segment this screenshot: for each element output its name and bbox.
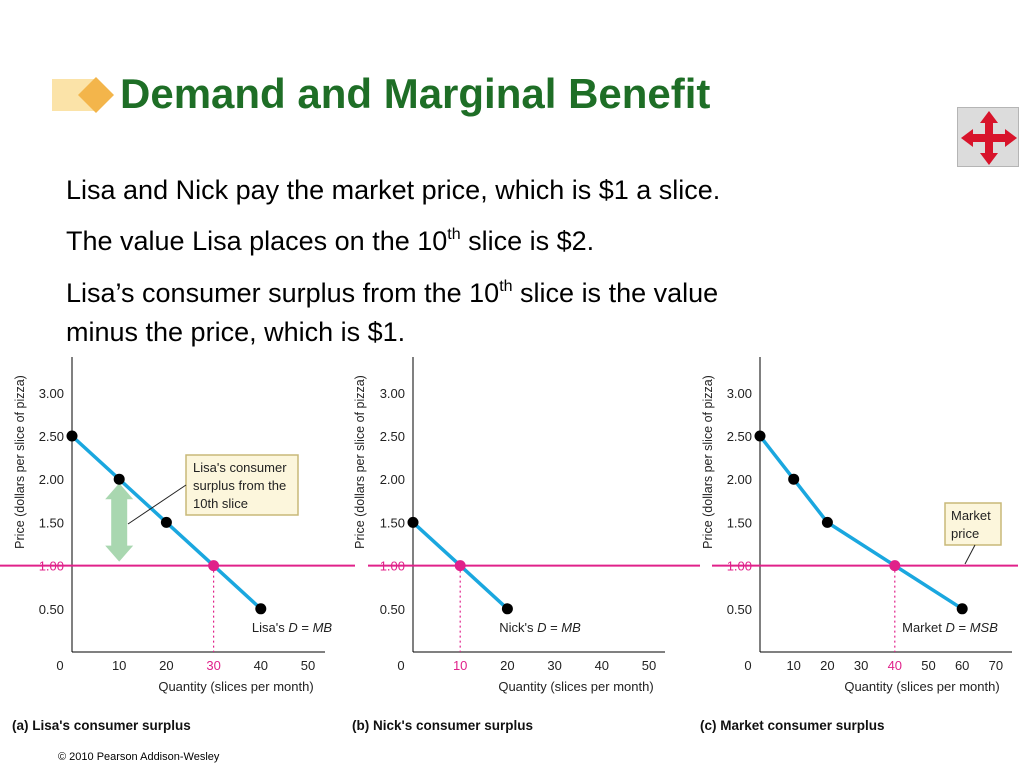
x-tick-label: 20 [500,658,514,673]
y-tick-label: 2.50 [39,429,64,444]
chart-panel-1: 3.002.502.001.501.000.500 10 20 30 40 50Price… [0,357,355,733]
y-tick-label: 0.50 [39,602,64,617]
bullet-surplus-10th: Lisa’s consumer surplus from the 10th sl… [66,275,718,316]
callout-text: price [951,526,979,541]
callout-text: 10th slice [193,496,248,511]
panel-label: (b) Nick's consumer surplus [352,718,533,733]
slide-title: Demand and Marginal Benefit [120,70,711,117]
bullet-text: minus the price, which is $1. [66,317,406,347]
equilibrium-point [208,560,220,572]
surplus-double-arrow [105,483,134,562]
demand-point [255,603,267,615]
demand-point [113,473,125,485]
chart-panel-3: 3.002.502.001.501.000.500 10 20 30 40 50 60 70P… [700,357,1018,733]
x-tick-label: 30 [206,658,220,673]
panel-label: (a) Lisa's consumer surplus [12,718,191,733]
panel-label: (c) Market consumer surplus [700,718,885,733]
callout-text: surplus from the [193,478,286,493]
demand-point [821,516,833,528]
y-tick-label: 2.00 [727,472,752,487]
x-tick-label: 50 [642,658,656,673]
equilibrium-point [454,560,466,572]
move-arrows-icon [961,111,1017,165]
demand-curve-label: Market D = MSB [902,620,998,635]
bullet-text: slice is $2. [460,226,595,256]
y-axis-label: Price (dollars per slice of pizza) [13,375,27,549]
x-tick-label: 70 [989,658,1003,673]
y-axis-label: Price (dollars per slice of pizza) [353,375,367,549]
bullet-superscript: th [447,226,461,243]
demand-point [407,516,419,528]
callout-text: Market [951,508,991,523]
x-tick-label: 0 [397,658,404,673]
bullet-text: The value Lisa places on the 10 [66,226,448,256]
callout-box [185,454,299,516]
x-axis-label: Quantity (slices per month) [158,679,313,694]
callout-leader [127,484,187,525]
y-tick-label: 3.00 [39,386,64,401]
bullet-text: Lisa’s consumer surplus from the 10 [66,278,500,308]
bullet-text: slice is the value [512,278,719,308]
x-tick-label: 30 [547,658,561,673]
bullet-surplus-continuation: minus the price, which is $1. [66,314,405,350]
bullet-superscript: th [499,278,513,295]
x-tick-label: 10 [453,658,467,673]
y-tick-label: 2.50 [380,429,405,444]
x-axis-label: Quantity (slices per month) [498,679,653,694]
x-tick-label: 20 [159,658,173,673]
bullet-text: Lisa and Nick pay the market price, whic… [66,175,721,205]
x-axis-label: Quantity (slices per month) [844,679,999,694]
x-tick-label: 50 [921,658,935,673]
bullet-market-price: Lisa and Nick pay the market price, whic… [66,172,720,208]
demand-point [788,473,800,485]
demand-point [754,430,766,442]
x-tick-label: 30 [854,658,868,673]
demand-curve-label: Lisa's D = MB [252,620,333,635]
y-tick-label: 2.00 [39,472,64,487]
y-tick-label: 0.50 [380,602,405,617]
x-tick-label: 50 [301,658,315,673]
y-tick-label: 1.50 [380,515,405,530]
demand-point [956,603,968,615]
x-tick-label: 10 [786,658,800,673]
demand-point [66,430,78,442]
demand-point [160,516,172,528]
y-tick-label: 3.00 [380,386,405,401]
y-tick-label: 0.50 [727,602,752,617]
copyright-footer: © 2010 Pearson Addison-Wesley [58,751,220,763]
callout-text: Lisa's consumer [193,460,287,475]
y-tick-label: 2.00 [380,472,405,487]
y-tick-label: 2.50 [727,429,752,444]
title-diamond-icon [52,77,114,113]
demand-curve-label: Nick's D = MB [499,620,581,635]
demand-point [501,603,513,615]
x-tick-label: 0 [744,658,751,673]
bullet-value-10th: The value Lisa places on the 10th slice … [66,223,594,264]
x-tick-label: 0 [56,658,63,673]
callout-leader [964,544,976,565]
callout-box [944,502,1002,546]
x-tick-label: 10 [112,658,126,673]
x-tick-label: 60 [955,658,969,673]
x-tick-label: 40 [254,658,268,673]
x-tick-label: 40 [888,658,902,673]
y-axis-label: Price (dollars per slice of pizza) [701,375,715,549]
y-tick-label: 1.50 [727,515,752,530]
y-tick-label: 1.50 [39,515,64,530]
move-arrows-button[interactable] [957,107,1019,167]
demand-line [758,434,964,611]
x-tick-label: 20 [820,658,834,673]
chart-panel-2: 3.002.502.001.501.000.500 10 20 30 40 50Price… [352,357,700,733]
x-tick-label: 40 [595,658,609,673]
equilibrium-point [889,560,901,572]
y-tick-label: 3.00 [727,386,752,401]
